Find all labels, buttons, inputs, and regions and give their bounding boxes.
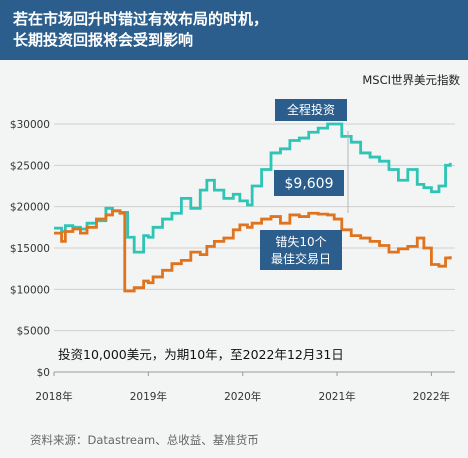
gap-value-callout — [274, 170, 344, 196]
gap-value-label: $9,609 — [285, 176, 334, 192]
gridlines — [54, 123, 455, 373]
x-axis-ticks: 2018年 2019年 2020年 2021年 2022年 — [35, 372, 450, 403]
series-layer — [54, 122, 452, 293]
full-investment-callout — [275, 99, 347, 121]
y-tick-label: $0 — [37, 367, 50, 379]
x-tick-label: 2021年 — [318, 390, 355, 403]
source-note: 资料来源：Datastream、总收益、基准货币 — [30, 433, 259, 447]
investment-note: 投资10,000美元，为期10年，至2022年12月31日 — [58, 347, 344, 362]
missed-days-label-line1: 错失10个 — [275, 234, 326, 249]
missed-days-line — [54, 209, 452, 293]
y-tick-label: $10000 — [10, 284, 50, 296]
y-tick-label: $5000 — [17, 326, 50, 338]
title-line-2: 长期投资回报将会受到影响 — [13, 31, 194, 49]
x-tick-label: 2018年 — [35, 390, 72, 403]
full-investment-callout-label: 全程投资 — [287, 102, 335, 117]
y-tick-label: $30000 — [10, 119, 50, 131]
missed-days-label-line2: 最佳交易日 — [271, 251, 331, 266]
title-banner: 若在市场回升时错过有效布局的时机， 长期投资回报将会受到影响 — [0, 0, 468, 60]
y-axis-ticks: $0 $5000 $10000 $15000 $20000 $25000 $30000 — [10, 119, 50, 379]
y-tick-label: $20000 — [10, 202, 50, 214]
full-investment-line — [54, 122, 452, 254]
x-tick-label: 2020年 — [224, 390, 261, 403]
title-line-1: 若在市场回升时错过有效布局的时机， — [13, 10, 269, 28]
missed-days-callout — [260, 230, 342, 270]
y-unit-label: MSCI世界美元指数 — [362, 73, 460, 87]
x-tick-label: 2019年 — [130, 390, 167, 403]
y-tick-label: $15000 — [10, 243, 50, 255]
x-tick-label: 2022年 — [413, 390, 450, 403]
chart-title: 若在市场回升时错过有效布局的时机， 长期投资回报将会受到影响 — [13, 9, 453, 51]
y-tick-label: $25000 — [10, 160, 50, 172]
